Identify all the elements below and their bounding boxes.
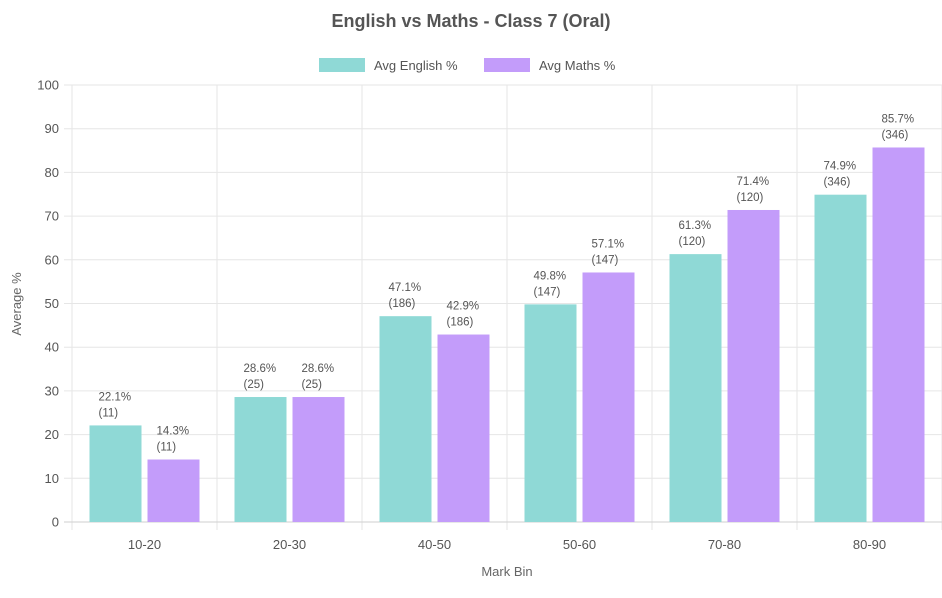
y-tick-label: 50	[45, 296, 59, 311]
y-tick-label: 30	[45, 383, 59, 398]
x-tick-label: 80-90	[853, 537, 886, 552]
legend-label-english: Avg English %	[374, 58, 458, 73]
bar-english	[814, 194, 867, 522]
y-tick-label: 0	[52, 515, 59, 530]
y-tick-label: 20	[45, 427, 59, 442]
data-label-value: 47.1%	[389, 282, 422, 294]
bar-maths	[872, 147, 925, 522]
data-label-count: (186)	[389, 298, 416, 310]
bar-english	[524, 304, 577, 522]
data-label-count: (346)	[824, 177, 851, 189]
data-label-value: 14.3%	[157, 426, 190, 438]
data-label-value: 49.8%	[534, 270, 567, 282]
bar-english	[89, 425, 142, 522]
y-axis-title: Average %	[9, 272, 24, 336]
legend-swatch-maths	[484, 58, 530, 72]
x-tick-label: 50-60	[563, 537, 596, 552]
legend-item-english[interactable]: Avg English %	[319, 58, 458, 73]
data-label-value: 42.9%	[447, 301, 480, 313]
y-tick-label: 90	[45, 121, 59, 136]
x-tick-label: 40-50	[418, 537, 451, 552]
y-tick-label: 80	[45, 165, 59, 180]
data-label-count: (346)	[882, 129, 909, 141]
data-labels: 22.1% (11) 28.6% (25) 47.1% (186) 49.8% (147) 61…	[99, 113, 915, 453]
bar-english	[234, 397, 287, 522]
data-label-value: 61.3%	[679, 220, 712, 232]
data-label-value: 28.6%	[302, 363, 335, 375]
bar-english	[669, 254, 722, 522]
grid-lines	[64, 84, 942, 530]
bar-maths	[292, 397, 345, 522]
y-tick-label: 100	[37, 78, 59, 93]
data-label-value: 85.7%	[882, 113, 915, 125]
bar-maths	[147, 459, 200, 522]
data-label-value: 28.6%	[244, 363, 277, 375]
data-label-count: (11)	[157, 442, 177, 454]
data-label-count: (25)	[302, 379, 323, 391]
bars	[89, 147, 925, 522]
data-label-count: (11)	[99, 407, 119, 419]
x-tick-label: 10-20	[128, 537, 161, 552]
chart-title: English vs Maths - Class 7 (Oral)	[331, 11, 610, 31]
bar-maths	[582, 272, 635, 522]
bar-maths	[727, 209, 780, 522]
data-label-value: 74.9%	[824, 161, 857, 173]
data-label-count: (186)	[447, 317, 474, 329]
x-tick-label: 20-30	[273, 537, 306, 552]
data-label-count: (25)	[244, 379, 265, 391]
bar-maths	[437, 334, 490, 522]
y-tick-label: 10	[45, 471, 59, 486]
legend-swatch-english	[319, 58, 365, 72]
bar-english	[379, 316, 432, 522]
y-axis-ticks: 0 10 20 30 40 50 60 70 80 90 100	[37, 78, 59, 530]
legend-label-maths: Avg Maths %	[539, 58, 616, 73]
legend: Avg English % Avg Maths %	[319, 58, 616, 73]
x-axis-title: Mark Bin	[481, 564, 532, 579]
data-label-value: 57.1%	[592, 238, 625, 250]
data-label-count: (120)	[737, 192, 764, 204]
legend-item-maths[interactable]: Avg Maths %	[484, 58, 616, 73]
data-label-count: (147)	[592, 254, 619, 266]
data-label-count: (147)	[534, 286, 561, 298]
y-tick-label: 40	[45, 340, 59, 355]
y-tick-label: 60	[45, 252, 59, 267]
data-label-value: 22.1%	[99, 391, 132, 403]
y-tick-label: 70	[45, 209, 59, 224]
x-axis-ticks: 10-20 20-30 40-50 50-60 70-80 80-90	[128, 537, 886, 552]
data-label-count: (120)	[679, 236, 706, 248]
data-label-value: 71.4%	[737, 176, 770, 188]
x-tick-label: 70-80	[708, 537, 741, 552]
